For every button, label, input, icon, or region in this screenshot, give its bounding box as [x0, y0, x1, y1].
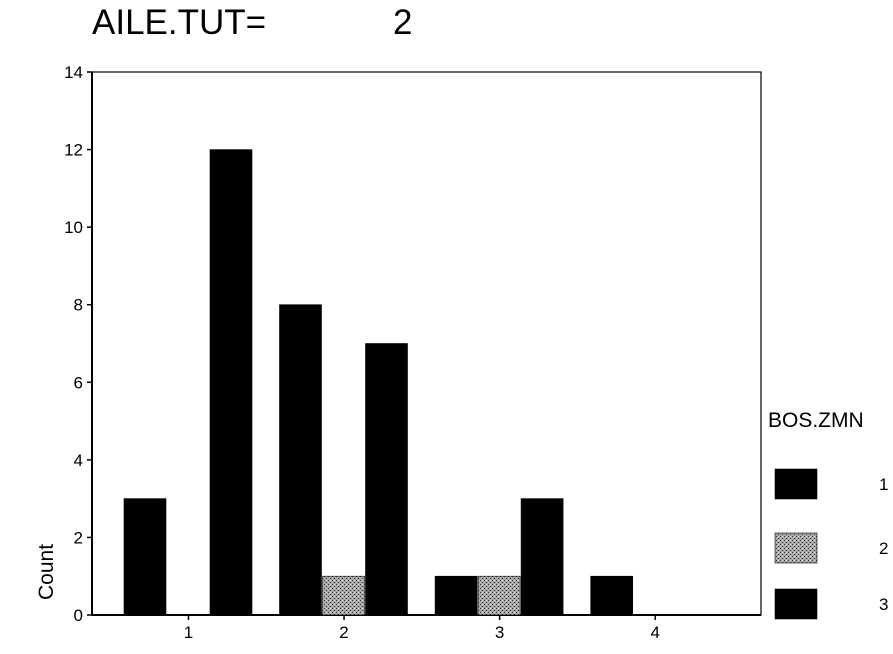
legend-swatch-3 [774, 588, 818, 620]
y-tick-label: 2 [74, 528, 83, 547]
y-tick-label: 0 [74, 606, 83, 625]
y-tick-label: 10 [64, 218, 83, 237]
bar-2-series-1 [279, 304, 322, 616]
bar-1-series-1 [123, 498, 167, 616]
x-tick-label: 2 [339, 623, 348, 642]
bars-group [123, 149, 634, 616]
y-axis-label: Count [35, 544, 58, 600]
legend-swatch-2 [774, 532, 818, 564]
bar-3-series-2 [477, 575, 521, 616]
bar-3-series-1 [434, 575, 478, 616]
y-tick-label: 6 [74, 373, 83, 392]
plot-frame [91, 71, 762, 616]
x-ticks-group: 1 2 3 4 [184, 615, 660, 642]
legend: 1 2 3 [774, 468, 888, 620]
y-tick-label: 4 [74, 451, 83, 470]
y-tick-label: 14 [64, 63, 83, 82]
bar-2-series-2 [322, 575, 365, 616]
legend-title: BOS.ZMN [768, 409, 864, 432]
y-tick-label: 8 [74, 296, 83, 315]
legend-label-2: 2 [879, 539, 888, 558]
y-ticks-group: 0 2 4 6 8 10 12 14 [64, 63, 92, 625]
x-tick-label: 4 [650, 623, 659, 642]
bar-2-series-3 [365, 343, 408, 616]
x-tick-label: 1 [184, 623, 193, 642]
bar-4-series-1 [590, 575, 634, 616]
bar-1-series-3 [209, 149, 253, 616]
legend-swatch-1 [774, 468, 818, 500]
legend-label-1: 1 [879, 475, 888, 494]
y-tick-label: 12 [64, 141, 83, 160]
chart-title-label: AILE.TUT= [92, 3, 266, 42]
bar-3-series-3 [520, 498, 564, 616]
chart-title-value: 2 [393, 3, 412, 42]
legend-label-3: 3 [879, 595, 888, 614]
x-tick-label: 3 [495, 623, 504, 642]
